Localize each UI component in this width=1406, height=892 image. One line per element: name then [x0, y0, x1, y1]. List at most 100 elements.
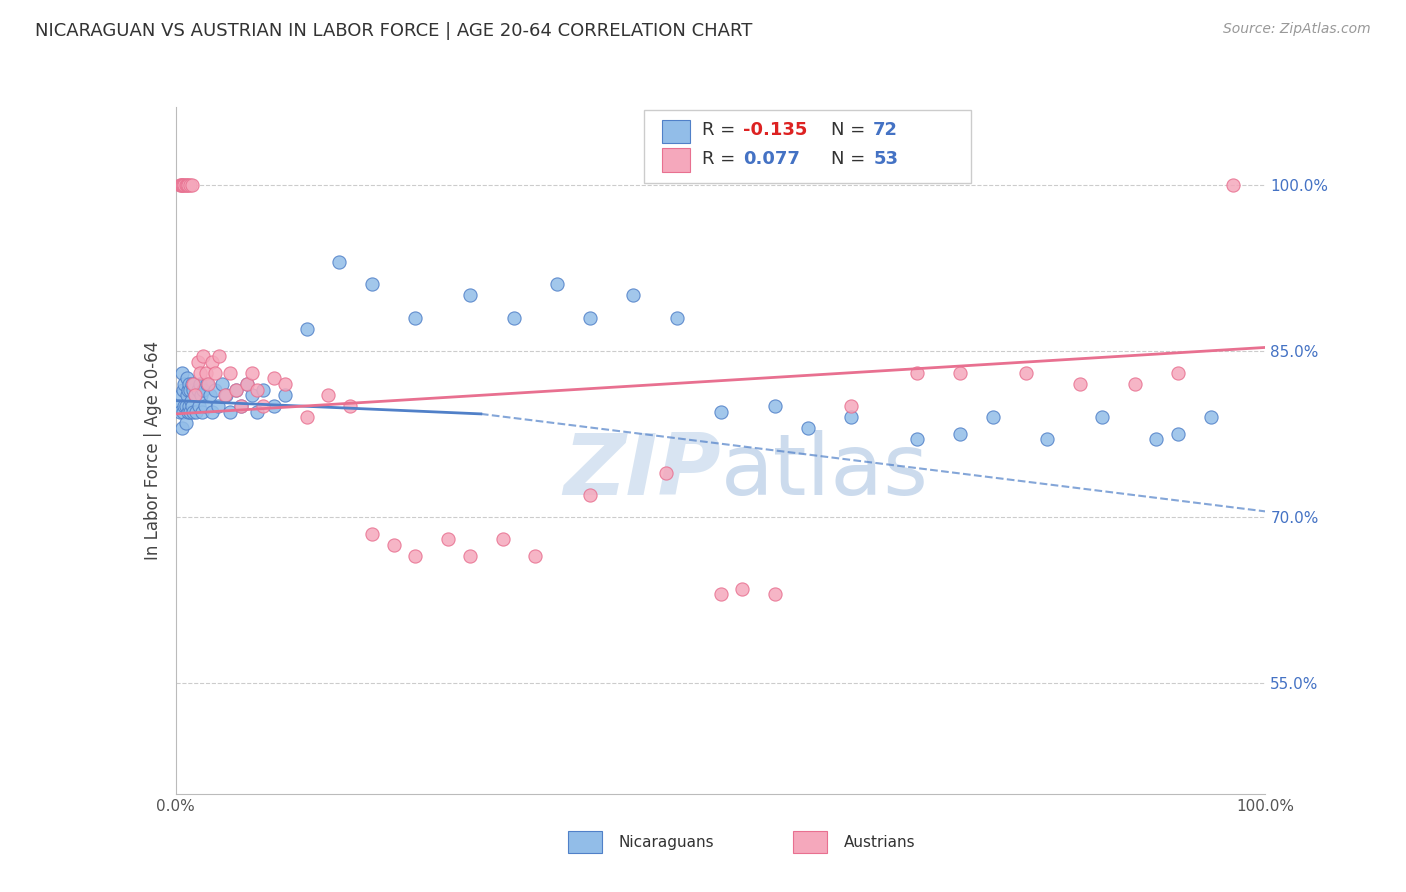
Point [173, 178, 195, 192]
Point [274, 388, 297, 402]
Point [225, 383, 247, 397]
Point [176, 178, 198, 192]
Point [179, 405, 201, 419]
Point [655, 466, 678, 480]
Point [167, 399, 190, 413]
Point [502, 310, 524, 325]
Point [546, 277, 568, 292]
Point [201, 405, 224, 419]
Point [263, 399, 285, 413]
Point [176, 388, 198, 402]
Point [191, 349, 214, 363]
Point [177, 383, 200, 397]
Point [437, 532, 460, 546]
FancyBboxPatch shape [644, 111, 972, 183]
Point [173, 399, 195, 413]
Point [186, 405, 208, 419]
Text: -0.135: -0.135 [744, 120, 808, 138]
Point [176, 371, 198, 385]
Text: Austrians: Austrians [844, 836, 915, 850]
Point [339, 399, 361, 413]
Point [231, 399, 253, 413]
Point [181, 383, 204, 397]
Point [458, 549, 481, 563]
Point [180, 393, 202, 408]
Point [172, 383, 194, 397]
Point [188, 366, 211, 380]
Point [204, 383, 226, 397]
Point [905, 366, 928, 380]
FancyBboxPatch shape [662, 120, 690, 144]
Point [1015, 366, 1038, 380]
Point [172, 421, 194, 435]
Point [204, 366, 226, 380]
Point [710, 405, 733, 419]
Point [177, 376, 200, 391]
Text: N =: N = [831, 120, 870, 138]
Point [174, 416, 197, 430]
Point [172, 366, 194, 380]
Point [1069, 376, 1091, 391]
Point [949, 366, 972, 380]
Point [172, 178, 194, 192]
Point [246, 383, 269, 397]
Point [1167, 426, 1189, 441]
Text: 72: 72 [873, 120, 898, 138]
Point [169, 178, 191, 192]
Point [763, 399, 786, 413]
Point [179, 383, 201, 397]
Text: N =: N = [831, 150, 870, 168]
Point [841, 399, 863, 413]
Point [1036, 433, 1059, 447]
Point [183, 376, 205, 391]
Point [195, 366, 218, 380]
Point [181, 405, 204, 419]
Point [181, 376, 204, 391]
Point [949, 426, 972, 441]
Point [318, 388, 340, 402]
Point [240, 366, 263, 380]
Point [214, 388, 236, 402]
Point [763, 587, 786, 601]
Point [174, 178, 197, 192]
Point [981, 410, 1004, 425]
Point [208, 349, 231, 363]
Text: atlas: atlas [721, 430, 928, 513]
Point [225, 383, 247, 397]
Point [188, 376, 211, 391]
Point [240, 388, 263, 402]
Point [170, 388, 193, 402]
Point [841, 410, 863, 425]
Point [1123, 376, 1146, 391]
Point [184, 388, 207, 402]
Point [219, 366, 242, 380]
FancyBboxPatch shape [568, 831, 602, 853]
Point [172, 178, 194, 192]
Text: R =: R = [702, 150, 741, 168]
Text: Source: ZipAtlas.com: Source: ZipAtlas.com [1223, 22, 1371, 37]
Point [184, 388, 207, 402]
Point [172, 405, 194, 419]
Point [235, 376, 257, 391]
Text: R =: R = [702, 120, 741, 138]
Point [179, 178, 201, 192]
Point [524, 549, 547, 563]
Point [295, 410, 318, 425]
Point [201, 355, 224, 369]
Text: 0.077: 0.077 [744, 150, 800, 168]
Point [197, 376, 219, 391]
Point [274, 376, 297, 391]
Text: Nicaraguans: Nicaraguans [619, 836, 714, 850]
Point [235, 376, 257, 391]
Point [186, 383, 209, 397]
Point [219, 405, 242, 419]
Point [174, 399, 197, 413]
Point [190, 388, 212, 402]
Point [295, 321, 318, 335]
Y-axis label: In Labor Force | Age 20-64: In Labor Force | Age 20-64 [143, 341, 162, 560]
Point [187, 399, 209, 413]
Point [215, 388, 238, 402]
Point [328, 255, 350, 269]
Point [1167, 366, 1189, 380]
Point [191, 383, 214, 397]
